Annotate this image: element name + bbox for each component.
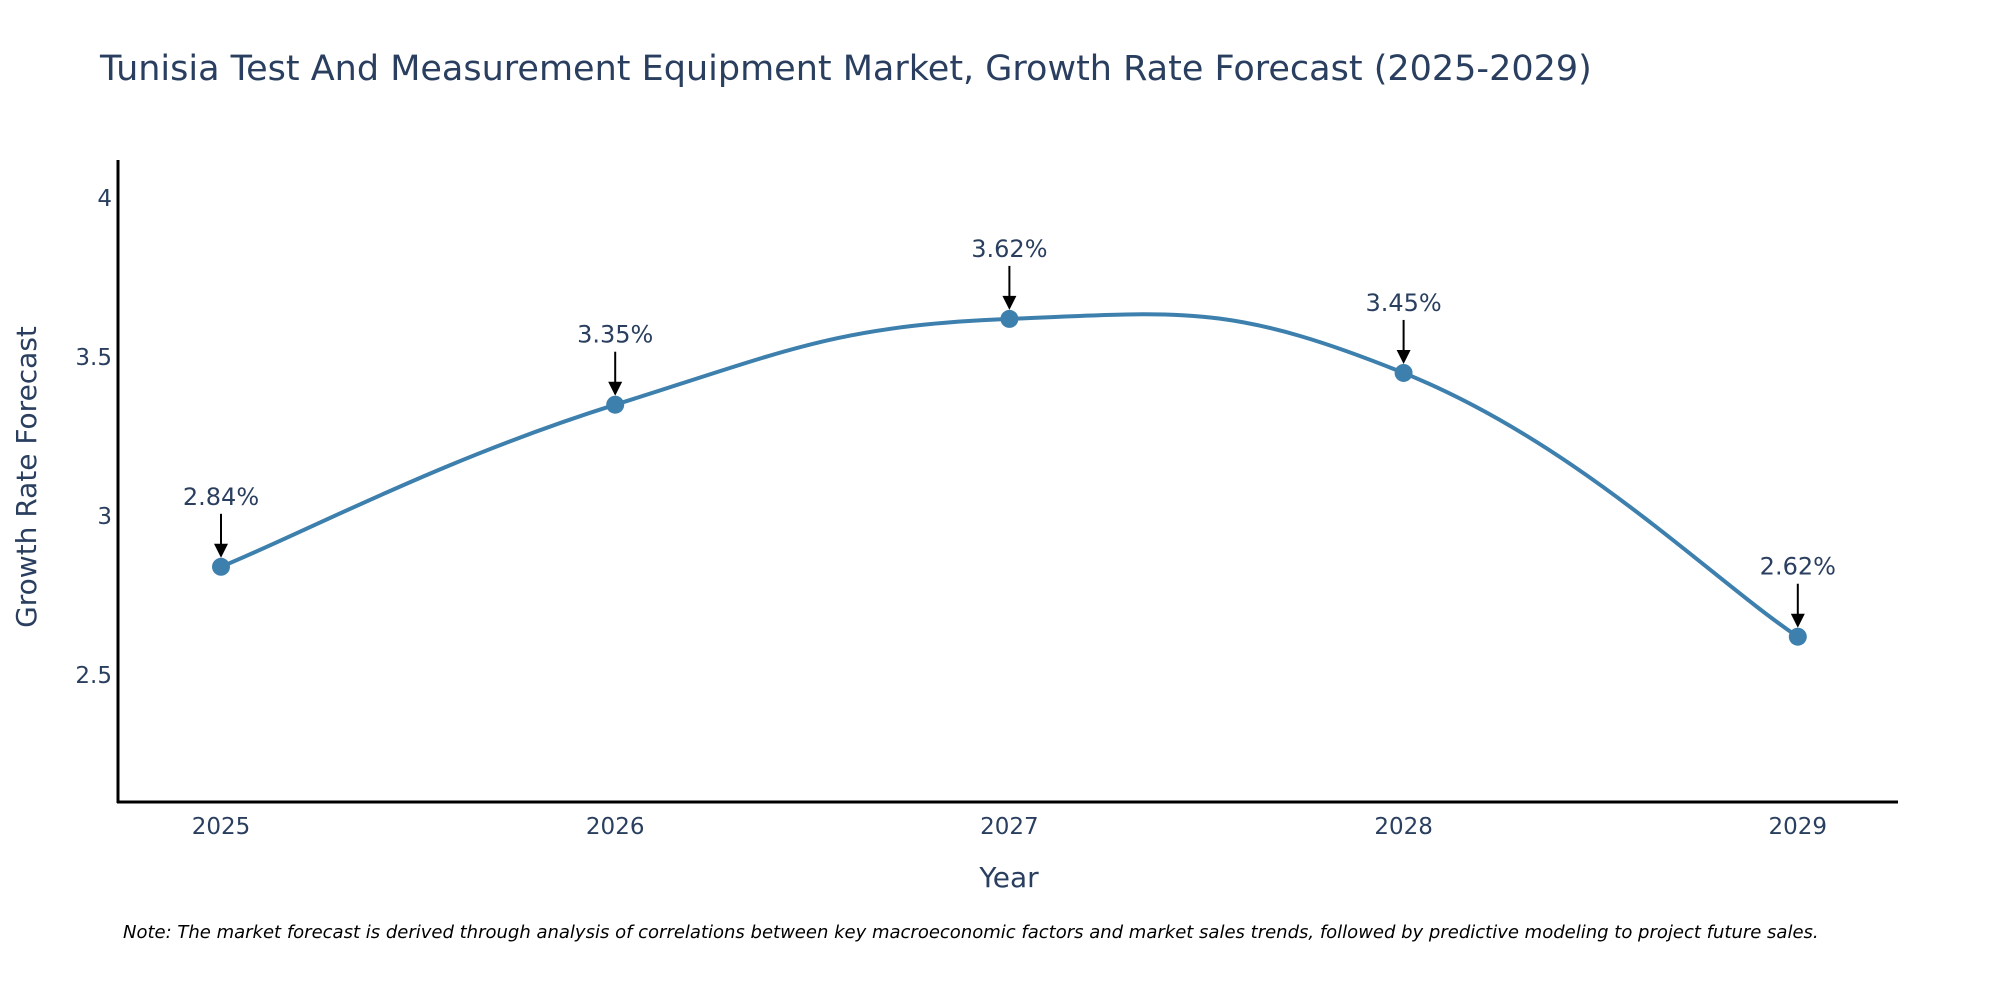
data-point-marker — [212, 557, 230, 576]
annotation-arrow-head — [608, 381, 623, 396]
data-point-marker — [606, 395, 625, 414]
data-label: 2.62% — [1760, 553, 1836, 581]
series-line — [220, 312, 1799, 639]
y-axis-title: Growth Rate Forecast — [10, 326, 43, 628]
x-tick-label: 2029 — [1769, 814, 1828, 840]
y-axis: 2.5 3 3.5 4 — [75, 160, 120, 803]
data-point-marker — [1788, 627, 1807, 646]
x-axis: 2025 2026 2027 2028 2029 — [117, 800, 1898, 840]
data-label: 3.45% — [1365, 289, 1441, 317]
annotation-arrow-head — [1790, 613, 1805, 628]
x-tick-label: 2026 — [586, 814, 645, 840]
data-label: 3.35% — [577, 321, 653, 349]
y-tick-label: 2.5 — [75, 663, 112, 689]
data-point-marker — [1394, 363, 1413, 382]
chart-title: Tunisia Test And Measurement Equipment M… — [99, 49, 1592, 89]
data-label: 3.62% — [971, 235, 1047, 263]
y-tick-label: 3.5 — [75, 345, 112, 371]
x-tick-label: 2028 — [1374, 814, 1433, 840]
x-axis-title: Year — [978, 861, 1039, 894]
annotation-arrow-head — [1396, 349, 1411, 364]
data-point-marker — [1000, 309, 1019, 328]
y-tick-label: 3 — [97, 504, 112, 530]
series-growth-rate — [212, 309, 1807, 646]
y-tick-label: 4 — [97, 186, 112, 212]
data-label: 2.84% — [183, 483, 259, 511]
x-tick-label: 2027 — [980, 814, 1039, 840]
x-tick-label: 2025 — [192, 814, 251, 840]
annotation-arrow-head — [214, 543, 228, 558]
annotation-arrow-head — [1002, 295, 1017, 310]
chart-note: Note: The market forecast is derived thr… — [123, 922, 1819, 943]
data-labels: 2.84% 3.35% 3.62% 3.45% 2.62% — [183, 235, 1836, 628]
